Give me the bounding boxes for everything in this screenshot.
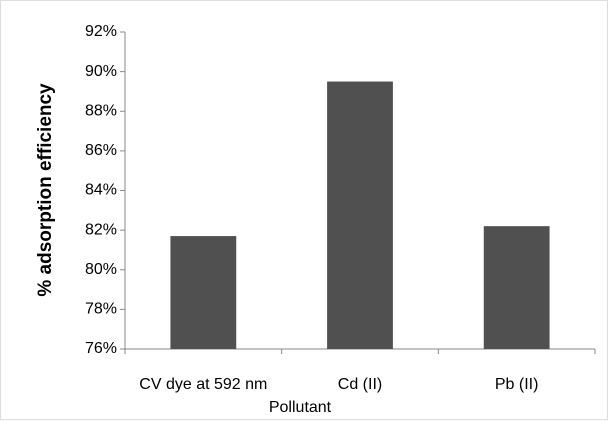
y-tick-label: 90%: [85, 63, 117, 80]
y-tick-label: 84%: [85, 182, 117, 199]
y-tick-label: 80%: [85, 261, 117, 278]
x-tick-label: Pb (II): [495, 376, 539, 393]
bar: [170, 236, 237, 349]
bar: [483, 226, 550, 349]
x-tick-label: CV dye at 592 nm: [139, 376, 267, 393]
y-axis-title: % adsorption efficiency: [35, 83, 56, 297]
x-tick-label: Cd (II): [338, 376, 382, 393]
x-axis-title: Pollutant: [269, 399, 332, 416]
bar: [327, 81, 393, 349]
y-tick-label: 86%: [85, 142, 117, 159]
y-tick-label: 78%: [85, 301, 117, 318]
y-tick-label: 82%: [85, 221, 117, 238]
y-tick-label: 76%: [85, 340, 117, 357]
y-tick-label: 88%: [85, 102, 117, 119]
y-tick-label: 92%: [85, 23, 117, 40]
